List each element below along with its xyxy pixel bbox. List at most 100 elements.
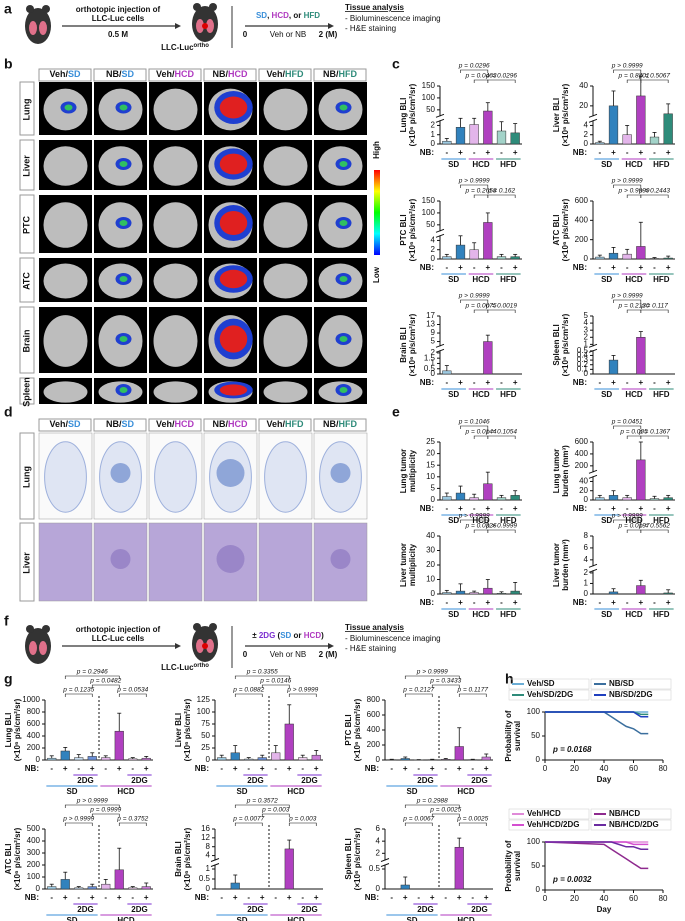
- x-tick-label: -: [473, 598, 476, 607]
- x-tick-label: +: [513, 263, 518, 272]
- group-label: HCD: [625, 275, 643, 284]
- group-label: 2DG: [417, 776, 433, 785]
- group-label: SD: [236, 787, 247, 796]
- significance-bracket: [613, 519, 642, 523]
- y-tick-label: 200: [575, 235, 589, 244]
- p-value: p = 0.1046: [458, 419, 490, 426]
- x-tick-label: +: [63, 893, 68, 902]
- p-value: p = 0.0019: [485, 303, 517, 310]
- x-tick-label: -: [274, 893, 277, 902]
- group-label: 2DG: [247, 905, 263, 914]
- row-label: ATC: [21, 272, 31, 290]
- x-tick-label: -: [445, 263, 448, 272]
- legend-box: [508, 819, 590, 831]
- column-header-box: [38, 418, 92, 432]
- column-header: Veh/HCD: [156, 419, 195, 429]
- group-label: 2DG: [131, 776, 147, 785]
- column-header-box: [93, 68, 147, 82]
- diet: HCD: [175, 419, 195, 429]
- diet-part: (: [275, 631, 280, 640]
- legend-label: Veh/HCD/2DG: [527, 820, 579, 829]
- group-label: HCD: [287, 916, 305, 921]
- bar: [230, 752, 240, 761]
- significance-bracket: [458, 822, 487, 826]
- bar: [101, 883, 111, 890]
- row-label-box: [19, 522, 35, 602]
- column-header-box: [203, 68, 257, 82]
- bar: [636, 585, 646, 595]
- significance-bracket: [626, 529, 642, 533]
- x-tick-label: 80: [659, 894, 668, 903]
- column-header-box: [258, 68, 312, 82]
- analysis-title: Tissue analysis: [345, 3, 405, 12]
- row-label: NB:: [25, 893, 39, 902]
- bar: [442, 496, 452, 501]
- group-label: SD: [236, 916, 247, 921]
- y-tick-label: 20: [579, 486, 588, 495]
- group-label: 2DG: [131, 905, 147, 914]
- y-tick-label: 0: [431, 139, 436, 148]
- axis-break: [381, 860, 389, 865]
- y-tick-label: 10: [426, 472, 435, 481]
- p-value: p = 0.1235: [62, 687, 94, 694]
- lung-right: [206, 639, 214, 653]
- y-tick-label: 10: [426, 575, 435, 584]
- break-mark: [380, 858, 390, 862]
- treatment: Veh/: [266, 419, 285, 429]
- row-label: NB:: [25, 764, 39, 773]
- bar: [483, 110, 493, 145]
- y-tick-label: 200: [27, 860, 41, 869]
- tissue: [263, 88, 308, 131]
- y-tick-label: 15: [426, 460, 435, 469]
- p-value: p = 0.0197: [618, 523, 650, 530]
- annotation: p = 0.0168: [552, 745, 592, 754]
- y-tick-label: 100: [197, 707, 211, 716]
- significance-bracket: [288, 822, 317, 826]
- x-tick-label: +: [513, 598, 518, 607]
- x-tick-label: -: [77, 893, 80, 902]
- x-tick-label: +: [287, 893, 292, 902]
- y-tick-label: 0.2: [577, 360, 589, 369]
- significance-bracket: [640, 79, 669, 83]
- p-value: p = 0.0882: [232, 687, 264, 694]
- y-tick-label: 50: [426, 105, 435, 114]
- p-value: p = 0.0025: [429, 807, 461, 814]
- significance-bracket: [64, 693, 93, 697]
- y-tick-label: 0.4: [577, 351, 589, 360]
- y-tick-label: 0: [584, 139, 589, 148]
- cells: LLC-Luc: [161, 663, 194, 672]
- break-mark: [380, 863, 390, 867]
- break-mark: [588, 348, 598, 353]
- x-tick-label: -: [598, 504, 601, 513]
- bar: [663, 497, 673, 501]
- y-tick-label: 4: [584, 318, 589, 327]
- legend-box: [508, 678, 590, 690]
- group-label: HFD: [500, 390, 517, 399]
- bar: [496, 130, 507, 145]
- survival-curve: [545, 711, 649, 735]
- bar: [442, 256, 452, 260]
- bar: [455, 244, 466, 260]
- significance-bracket: [473, 79, 489, 83]
- y-axis-label: Lung BLI: [399, 98, 408, 133]
- bar: [636, 95, 646, 145]
- bar: [510, 590, 520, 595]
- significance-bracket: [288, 693, 317, 697]
- y-tick-label: 100: [27, 872, 41, 881]
- p-value: p = 0.0463: [465, 73, 497, 80]
- x-tick-label: +: [638, 263, 643, 272]
- y-tick-label: 1.5: [424, 353, 436, 362]
- diet-part: ,: [267, 11, 271, 20]
- x-tick-label: -: [220, 764, 223, 773]
- p-value: p = 0.117: [640, 303, 668, 310]
- panel-label: e: [392, 404, 400, 420]
- y-tick-label: 20: [579, 101, 588, 110]
- bar: [608, 252, 619, 260]
- injection-text: LLC-Luc cells: [92, 634, 145, 643]
- y-tick-label: 9: [431, 328, 436, 337]
- bar: [608, 495, 619, 501]
- significance-bracket: [261, 813, 290, 817]
- tumor-dot: [202, 643, 208, 649]
- significance-bracket: [640, 309, 669, 313]
